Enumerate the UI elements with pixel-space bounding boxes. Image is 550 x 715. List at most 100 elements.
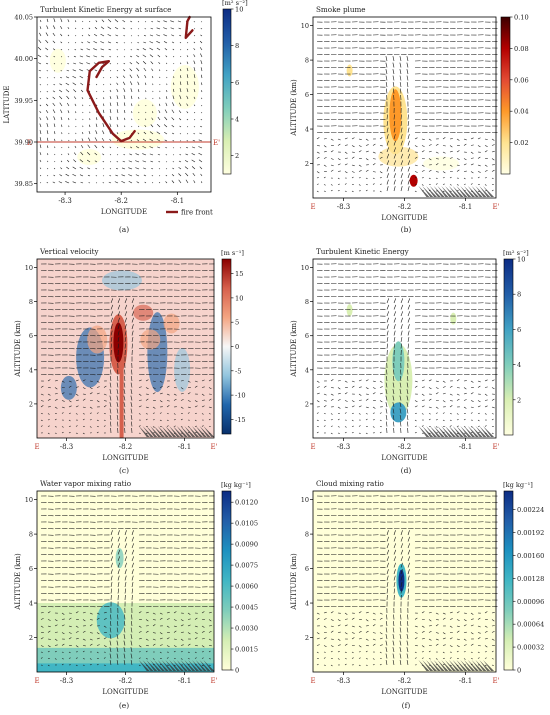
wind-arrow [88, 137, 91, 142]
wind-arrow [171, 41, 175, 44]
wind-arrow [201, 645, 205, 648]
wind-arrow [463, 163, 467, 166]
wind-arrow [477, 156, 481, 159]
smoke-puff [346, 64, 353, 77]
wind-arrow [337, 638, 341, 641]
section-start-label: E [34, 677, 39, 685]
wind-arrow [407, 556, 411, 562]
inflow-arrow [464, 660, 476, 671]
wind-arrow [435, 632, 439, 634]
wind-arrow [116, 627, 119, 633]
wind-arrow [449, 157, 453, 159]
y-tick-label: 10 [25, 496, 33, 504]
wind-arrow [152, 624, 156, 627]
wind-arrow [407, 582, 410, 588]
colorbar-tick-label: -5 [235, 367, 241, 375]
wind-arrow [170, 27, 175, 30]
wind-arrow [110, 317, 113, 323]
inflow-arrow [433, 186, 445, 197]
wind-arrow [208, 650, 211, 653]
wind-arrow [337, 658, 340, 660]
wind-arrow [109, 116, 112, 121]
wind-arrow [124, 556, 128, 562]
wind-arrow [463, 658, 466, 660]
wind-arrow [142, 153, 147, 156]
wind-arrow [159, 386, 163, 388]
wind-arrow [173, 379, 177, 382]
wind-arrow [393, 575, 396, 581]
wind-arrow [372, 143, 376, 146]
wind-arrow [186, 74, 189, 79]
wind-arrow [65, 181, 70, 184]
wind-arrow [73, 62, 77, 65]
wind-arrow [400, 127, 403, 133]
wind-arrow [59, 89, 63, 93]
wind-arrow [128, 180, 133, 184]
wind-arrow [159, 637, 163, 640]
wind-arrow [131, 575, 134, 581]
wind-arrow [101, 137, 105, 142]
x-tick-label: -8.2 [119, 677, 133, 685]
wind-arrow [442, 612, 446, 615]
wind-arrow [400, 330, 403, 336]
wind-arrow [456, 169, 460, 172]
wind-arrow [491, 189, 494, 192]
section-start-label: E [27, 139, 32, 147]
wind-arrow [187, 400, 191, 402]
wind-arrow [406, 389, 409, 395]
wind-arrow [407, 298, 411, 304]
wind-arrow [386, 173, 389, 179]
wind-arrow [316, 151, 320, 154]
wind-arrow [145, 379, 149, 382]
wind-arrow [491, 398, 495, 401]
wind-arrow [484, 393, 488, 396]
wind-arrow [449, 611, 453, 614]
wind-arrow [399, 402, 402, 408]
wind-arrow [130, 382, 133, 388]
wind-arrow [131, 311, 135, 317]
wind-arrow [456, 432, 459, 435]
wind-arrow [109, 83, 112, 86]
wind-arrow [193, 133, 196, 135]
inflow-arrow [467, 660, 479, 671]
wind-arrow [193, 54, 196, 58]
wind-arrow [414, 617, 418, 620]
wind-arrow [164, 139, 168, 142]
wind-arrow [52, 90, 56, 93]
wind-arrow [470, 144, 474, 146]
wind-arrow [385, 56, 388, 62]
wind-arrow [171, 109, 175, 114]
wind-arrow [344, 392, 348, 395]
wind-arrow [59, 83, 63, 86]
wind-arrow [470, 651, 473, 654]
wind-arrow [95, 167, 98, 170]
wind-arrow [38, 39, 42, 44]
wind-arrow [54, 406, 58, 409]
wind-arrow [117, 588, 120, 594]
wind-arrow [393, 298, 397, 304]
wind-arrow [470, 426, 473, 428]
wind-arrow [73, 159, 77, 163]
wind-arrow [40, 19, 42, 23]
inflow-arrow [188, 660, 200, 671]
wind-arrow [316, 617, 320, 620]
wind-arrow [131, 103, 133, 107]
wind-arrow [100, 26, 105, 30]
wind-arrow [400, 543, 404, 549]
wind-arrow [61, 612, 65, 615]
wind-arrow [151, 117, 154, 121]
wind-arrow [372, 183, 375, 185]
wind-arrow [131, 330, 134, 336]
wind-arrow [142, 61, 147, 65]
wind-arrow [400, 530, 403, 536]
wind-arrow [208, 611, 212, 614]
wind-arrow [484, 638, 488, 640]
colorbar-unit: [kg kg⁻¹] [503, 481, 533, 489]
wind-arrow [109, 138, 112, 142]
wind-arrow [137, 21, 140, 23]
velocity-patch [87, 325, 108, 354]
wind-arrow [72, 174, 77, 177]
wind-arrow [421, 399, 425, 401]
wind-arrow [193, 35, 196, 37]
wind-arrow [145, 398, 149, 401]
